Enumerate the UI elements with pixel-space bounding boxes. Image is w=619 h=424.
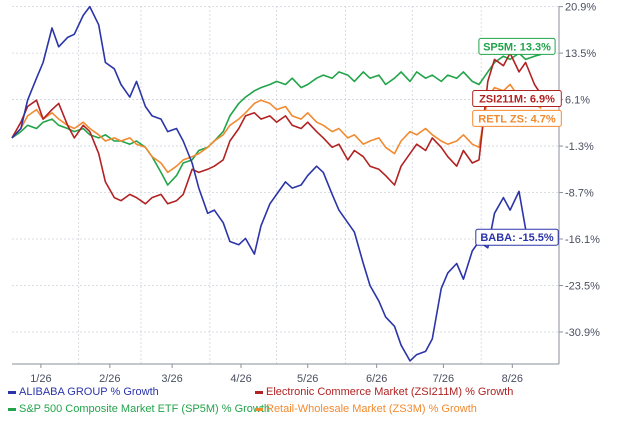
x-tick-label: 3/26	[161, 373, 182, 385]
legend-swatch	[8, 391, 16, 394]
series-tag-label: ZSI211M: 6.9%	[479, 94, 555, 106]
x-tick-label: 2/26	[99, 373, 120, 385]
series-tag-label: BABA: -15.5%	[480, 232, 554, 244]
series-tag-zsi211m: ZSI211M: 6.9%	[472, 90, 562, 108]
y-tick-label: -8.7%	[565, 188, 594, 200]
legend-label: Retail-Wholesale Market (ZS3M) % Growth	[266, 403, 477, 415]
y-tick-label: -16.1%	[565, 234, 600, 246]
series-line-zsi211m	[11, 52, 542, 205]
x-tick-label: 8/26	[502, 373, 523, 385]
y-axis: 20.9% 13.5% 6.1% -1.3% -8.7% -16.1% -23.5% -30.…	[559, 2, 600, 339]
series-line-zs3m	[11, 83, 542, 174]
legend: ALIBABA GROUP % Growth Electronic Commerc…	[8, 386, 513, 415]
x-axis: 1/26 2/26 3/26 4/26 5/26 6/26 7/26 8/26	[30, 364, 523, 385]
legend-item-sp5m: S&P 500 Composite Market ETF (SP5M) % Gr…	[8, 403, 270, 415]
x-tick-label: 7/26	[433, 373, 454, 385]
series-tag-label: RETL ZS: 4.7%	[478, 113, 556, 125]
series-tag-sp5m: SP5M: 13.3%	[478, 37, 556, 55]
legend-swatch	[255, 391, 263, 394]
legend-swatch	[8, 408, 16, 411]
y-tick-label: -1.3%	[565, 141, 594, 153]
legend-item-zsi211m: Electronic Commerce Market (ZSI211M) % G…	[255, 386, 513, 398]
series-line-baba	[11, 5, 542, 362]
plot-frame	[12, 6, 560, 365]
y-tick-label: 20.9%	[565, 2, 596, 14]
x-tick-label: 4/26	[230, 373, 251, 385]
legend-item-zs3m: Retail-Wholesale Market (ZS3M) % Growth	[255, 403, 477, 415]
y-tick-label: -23.5%	[565, 280, 600, 292]
y-tick-label: 6.1%	[565, 95, 590, 107]
legend-item-baba: ALIBABA GROUP % Growth	[8, 386, 159, 398]
x-tick-label: 5/26	[297, 373, 318, 385]
grid	[12, 6, 559, 364]
legend-label: Electronic Commerce Market (ZSI211M) % G…	[266, 386, 513, 398]
series-tag-box	[472, 90, 562, 108]
series-tag-box	[472, 109, 562, 127]
series-tag-zs3m: RETL ZS: 4.7%	[472, 109, 562, 127]
series-tags: BABA: -15.5% ZSI211M: 6.9% SP5M: 13.3% RETL…	[472, 37, 562, 246]
y-tick-label: -30.9%	[565, 327, 600, 339]
series-tag-label: SP5M: 13.3%	[483, 41, 551, 53]
x-tick-label: 6/26	[366, 373, 387, 385]
series-tag-box	[475, 228, 559, 246]
legend-swatch	[255, 408, 263, 411]
legend-label: ALIBABA GROUP % Growth	[19, 386, 159, 398]
series-tag-box	[478, 37, 556, 55]
legend-label: S&P 500 Composite Market ETF (SP5M) % Gr…	[19, 403, 270, 415]
series-lines	[11, 5, 542, 362]
x-tick-label: 1/26	[30, 373, 51, 385]
series-tag-baba: BABA: -15.5%	[475, 228, 559, 246]
y-tick-label: 13.5%	[565, 48, 596, 60]
